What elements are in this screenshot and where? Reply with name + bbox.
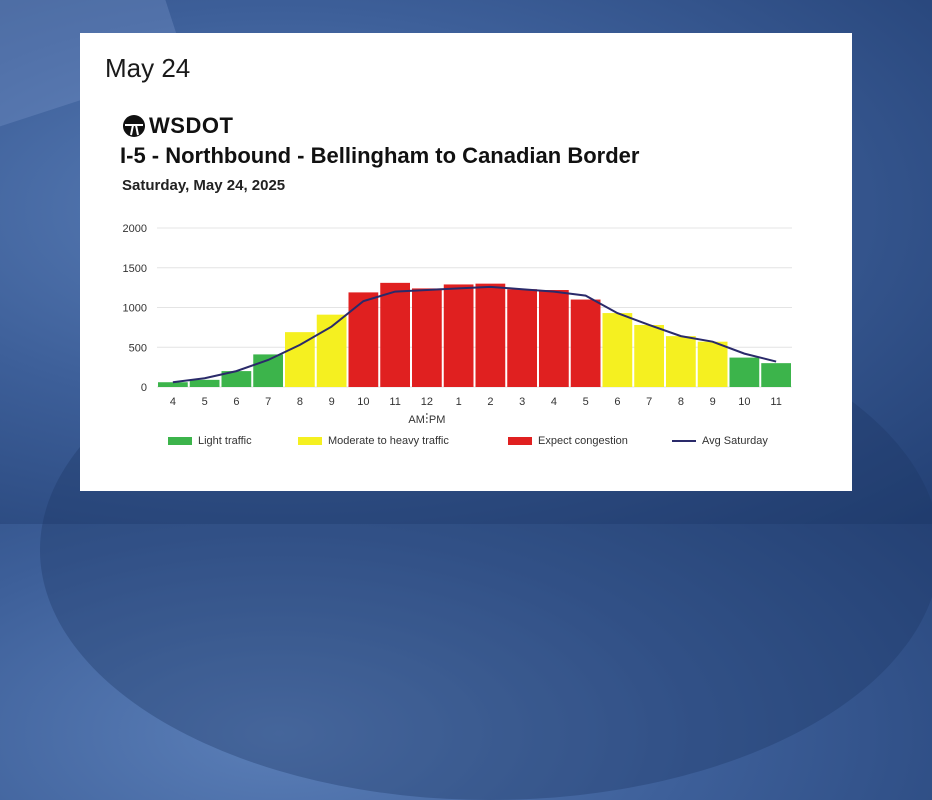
- legend-label: Avg Saturday: [702, 435, 768, 447]
- bar: [697, 341, 728, 387]
- bar: [729, 357, 760, 387]
- bar: [189, 379, 220, 387]
- x-tick-label: 8: [678, 396, 684, 408]
- legend-label: Expect congestion: [538, 435, 628, 447]
- legend-item: Moderate to heavy traffic: [298, 435, 449, 447]
- bar: [285, 332, 315, 387]
- bar: [475, 283, 506, 387]
- bar: [539, 290, 569, 387]
- logo-text: WSDOT: [149, 113, 234, 138]
- bar: [570, 299, 601, 387]
- y-tick-label: 0: [141, 382, 147, 394]
- x-tick-label: 12: [421, 396, 433, 408]
- bar: [634, 324, 664, 387]
- wsdot-logo-icon: [123, 115, 145, 137]
- wsdot-logo: WSDOT: [122, 113, 233, 139]
- x-tick-label: 7: [646, 396, 652, 408]
- x-tick-label: 1: [456, 396, 462, 408]
- x-tick-label: 5: [202, 396, 208, 408]
- bar: [158, 382, 188, 387]
- avg-saturday-line: [172, 285, 777, 384]
- bar: [761, 363, 791, 387]
- bar: [412, 288, 442, 387]
- chart-card: May 24 WSDOT I-5 - Northbound - Bellingh…: [80, 33, 852, 491]
- x-tick-label: 4: [551, 396, 557, 408]
- legend-swatch: [168, 437, 192, 445]
- x-tick-label: 10: [357, 396, 369, 408]
- legend-swatch: [672, 440, 696, 442]
- bar: [348, 292, 379, 387]
- bar: [507, 289, 537, 387]
- x-tick-label: 6: [233, 396, 239, 408]
- legend-swatch: [298, 437, 322, 445]
- x-tick-label: 2: [487, 396, 493, 408]
- legend-item: Expect congestion: [508, 435, 628, 447]
- legend-label: Moderate to heavy traffic: [328, 435, 449, 447]
- x-tick-label: 11: [389, 396, 400, 408]
- chart-title: I-5 - Northbound - Bellingham to Canadia…: [120, 143, 640, 168]
- x-tick-label: 6: [614, 396, 620, 408]
- chart-legend: Light traffic Moderate to heavy traffic Ex…: [80, 435, 852, 455]
- pm-label: PM: [429, 414, 446, 426]
- x-tick-label: 9: [329, 396, 335, 408]
- x-tick-label: 5: [583, 396, 589, 408]
- legend-item: Light traffic: [168, 435, 252, 447]
- bar: [221, 371, 252, 387]
- legend-swatch: [508, 437, 532, 445]
- x-tick-label: 11: [770, 396, 781, 408]
- x-tick-label: 4: [170, 396, 176, 408]
- y-tick-label: 1500: [123, 263, 147, 275]
- bar: [666, 336, 696, 387]
- date-title: May 24: [105, 53, 191, 83]
- y-tick-label: 500: [129, 342, 147, 354]
- x-tick-label: 3: [519, 396, 525, 408]
- am-label: AM: [408, 414, 425, 426]
- y-tick-label: 2000: [123, 223, 147, 235]
- bar: [602, 313, 633, 387]
- x-tick-label: 9: [710, 396, 716, 408]
- legend-item: Avg Saturday: [672, 435, 768, 447]
- bar: [380, 282, 410, 387]
- x-tick-label: 7: [265, 396, 271, 408]
- bar: [443, 284, 474, 387]
- x-tick-label: 8: [297, 396, 303, 408]
- x-tick-label: 10: [738, 396, 750, 408]
- y-tick-label: 1000: [123, 303, 147, 315]
- chart-subtitle: Saturday, May 24, 2025: [122, 177, 286, 194]
- legend-label: Light traffic: [198, 435, 252, 447]
